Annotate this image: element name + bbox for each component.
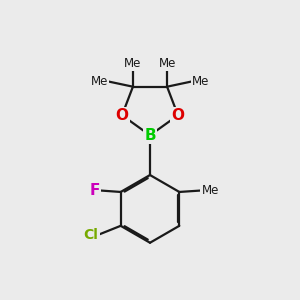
Text: Cl: Cl	[84, 228, 99, 242]
Text: Me: Me	[158, 57, 176, 70]
Text: Me: Me	[91, 75, 108, 88]
Text: F: F	[90, 183, 100, 198]
Text: O: O	[172, 108, 184, 123]
Text: Me: Me	[192, 75, 209, 88]
Text: B: B	[144, 128, 156, 143]
Text: Me: Me	[124, 57, 142, 70]
Text: O: O	[116, 108, 128, 123]
Text: Me: Me	[201, 184, 219, 197]
